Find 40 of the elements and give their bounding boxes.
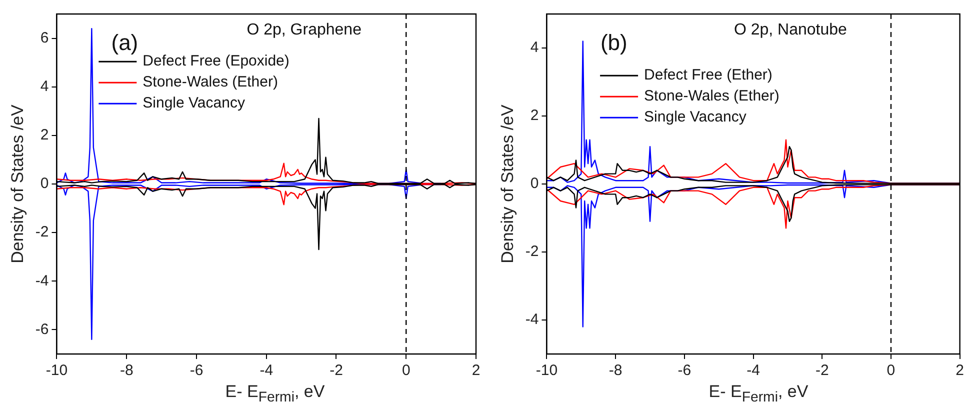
- y-tick-label: 4: [40, 78, 49, 95]
- x-tick-label: -2: [815, 362, 829, 380]
- y-tick-label: -2: [525, 243, 539, 260]
- legend-label: Defect Free (Ether): [644, 66, 772, 84]
- x-tick-label: -2: [330, 362, 343, 380]
- x-axis-title: E- E$_{Fermi}$, eV: [224, 382, 326, 405]
- x-tick-label: -10: [536, 362, 558, 380]
- y-tick-label: 2: [40, 126, 49, 144]
- legend-label: Single Vacancy: [142, 94, 246, 112]
- x-tick-label: -4: [260, 362, 274, 380]
- x-tick-label: 0: [402, 362, 410, 380]
- x-tick-label: -6: [190, 362, 204, 380]
- annotation: O 2p, Graphene: [246, 21, 362, 38]
- legend-label: Single Vacancy: [644, 108, 747, 126]
- y-tick-label: 0: [530, 175, 539, 192]
- y-tick-label: -6: [35, 320, 49, 338]
- y-tick-label: -2: [35, 224, 49, 241]
- legend-label: Stone-Wales (Ether): [142, 74, 278, 91]
- y-tick-label: -4: [35, 272, 49, 290]
- y-tick-label: 4: [530, 39, 539, 56]
- y-tick-label: 6: [40, 29, 49, 46]
- annotation: (b): [600, 30, 628, 56]
- x-tick-label: 0: [886, 362, 896, 380]
- annotation: O 2p, Nanotube: [734, 21, 848, 38]
- x-axis-title: E- E$_{Fermi}$, eV: [708, 382, 810, 405]
- y-tick-label: 2: [530, 107, 539, 124]
- x-tick-label: 2: [472, 362, 480, 380]
- y-axis-title: Density of States /eV: [8, 104, 27, 264]
- x-tick-label: -4: [746, 362, 760, 380]
- x-tick-label: 2: [956, 362, 964, 380]
- legend-label: Defect Free (Epoxide): [142, 52, 290, 70]
- y-axis-title: Density of States /eV: [498, 104, 517, 264]
- x-tick-label: -8: [608, 362, 622, 380]
- x-tick-label: -6: [678, 362, 692, 380]
- annotation: (a): [111, 30, 138, 56]
- y-tick-label: 0: [40, 175, 49, 192]
- y-tick-label: -4: [525, 311, 539, 328]
- x-tick-label: -8: [120, 362, 134, 380]
- legend-label: Stone-Wales (Ether): [644, 88, 780, 105]
- x-tick-label: -10: [46, 362, 68, 380]
